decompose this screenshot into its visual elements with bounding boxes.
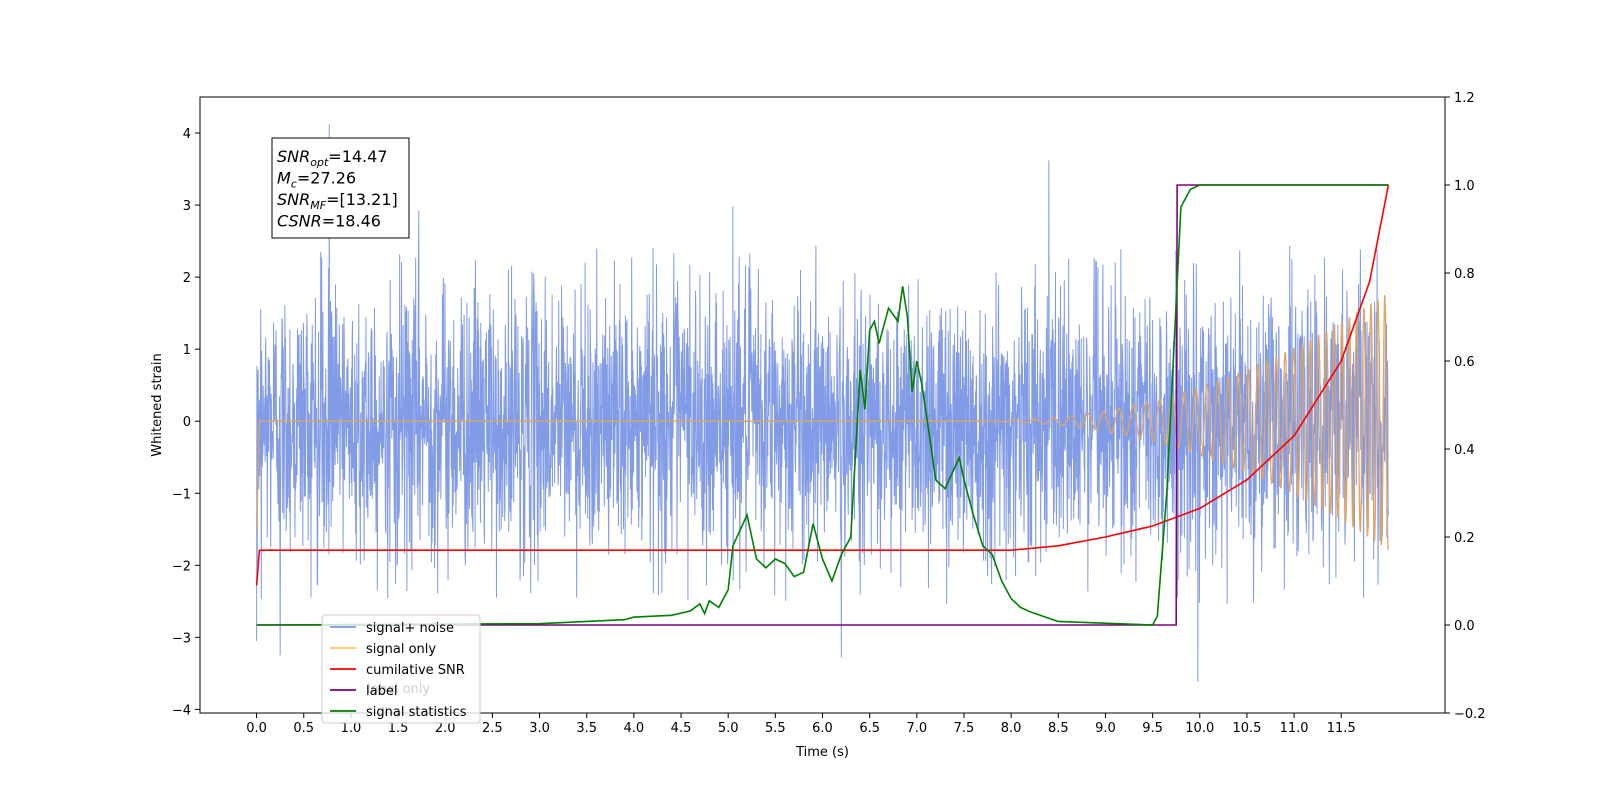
legend-label: signal only bbox=[366, 642, 436, 657]
x-tick-label: 10.0 bbox=[1185, 721, 1214, 736]
y-axis-label: Whitened strain bbox=[150, 353, 165, 456]
y-tick-label: −2 bbox=[172, 559, 191, 574]
annotation-line: Mc=27.26 bbox=[277, 169, 356, 191]
legend-label: signal statistics bbox=[366, 705, 467, 720]
annotation-line: SNRopt=14.47 bbox=[277, 147, 388, 169]
x-tick-label: 3.0 bbox=[529, 721, 550, 736]
x-tick-label: 11.5 bbox=[1327, 721, 1356, 736]
x-tick-label: 4.5 bbox=[671, 721, 692, 736]
y2-tick-label: 0.0 bbox=[1454, 619, 1475, 634]
legend-box bbox=[321, 614, 481, 724]
x-tick-label: 10.5 bbox=[1232, 721, 1261, 736]
x-tick-label: 6.0 bbox=[812, 721, 833, 736]
y-tick-label: 4 bbox=[183, 127, 191, 142]
x-tick-label: 6.5 bbox=[859, 721, 880, 736]
y2-tick-label: 0.6 bbox=[1454, 355, 1475, 370]
x-tick-label: 5.5 bbox=[765, 721, 786, 736]
y-tick-label: −3 bbox=[172, 631, 191, 646]
x-tick-label: 9.0 bbox=[1095, 721, 1116, 736]
x-tick-label: 0.0 bbox=[246, 721, 267, 736]
x-tick-label: 4.0 bbox=[624, 721, 645, 736]
x-tick-label: 8.0 bbox=[1001, 721, 1022, 736]
y-tick-label: 1 bbox=[183, 343, 191, 358]
annotation-line: SNRMF=[13.21] bbox=[277, 190, 398, 212]
series-signal-statistics-line bbox=[256, 184, 1389, 626]
x-tick-label: 1.0 bbox=[341, 721, 362, 736]
x-axis-label: Time (s) bbox=[795, 745, 849, 760]
x-tick-label: 1.5 bbox=[388, 721, 409, 736]
x-tick-label: 3.5 bbox=[576, 721, 597, 736]
y-tick-label: −1 bbox=[172, 487, 191, 502]
y2-tick-label: −0.2 bbox=[1454, 707, 1486, 722]
x-tick-label: 2.5 bbox=[482, 721, 503, 736]
series-signal-noise-line bbox=[256, 124, 1389, 683]
series-signal-only-line bbox=[255, 295, 1390, 550]
y2-tick-label: 0.4 bbox=[1454, 443, 1475, 458]
x-tick-label: 11.0 bbox=[1280, 721, 1309, 736]
annotation-line: CSNR=18.46 bbox=[277, 212, 381, 231]
y-tick-label: 2 bbox=[183, 271, 191, 286]
x-tick-label: 5.0 bbox=[718, 721, 739, 736]
x-tick-label: 9.5 bbox=[1142, 721, 1163, 736]
legend-label: cumilative SNR bbox=[366, 663, 465, 678]
legend-label: label bbox=[366, 684, 397, 699]
y-tick-label: −4 bbox=[172, 703, 191, 718]
x-tick-label: 2.0 bbox=[435, 721, 456, 736]
x-tick-label: 0.5 bbox=[293, 721, 314, 736]
x-tick-label: 8.5 bbox=[1048, 721, 1069, 736]
legend-label: signal+ noise bbox=[366, 621, 454, 636]
y2-tick-label: 1.0 bbox=[1454, 179, 1475, 194]
y-tick-label: 0 bbox=[183, 415, 191, 430]
y-tick-label: 3 bbox=[183, 199, 191, 214]
annotation-box bbox=[271, 137, 410, 239]
y2-tick-label: 0.8 bbox=[1454, 267, 1475, 282]
y2-tick-label: 1.2 bbox=[1454, 91, 1475, 106]
x-tick-label: 7.0 bbox=[906, 721, 927, 736]
x-tick-label: 7.5 bbox=[954, 721, 975, 736]
y2-tick-label: 0.2 bbox=[1454, 531, 1475, 546]
